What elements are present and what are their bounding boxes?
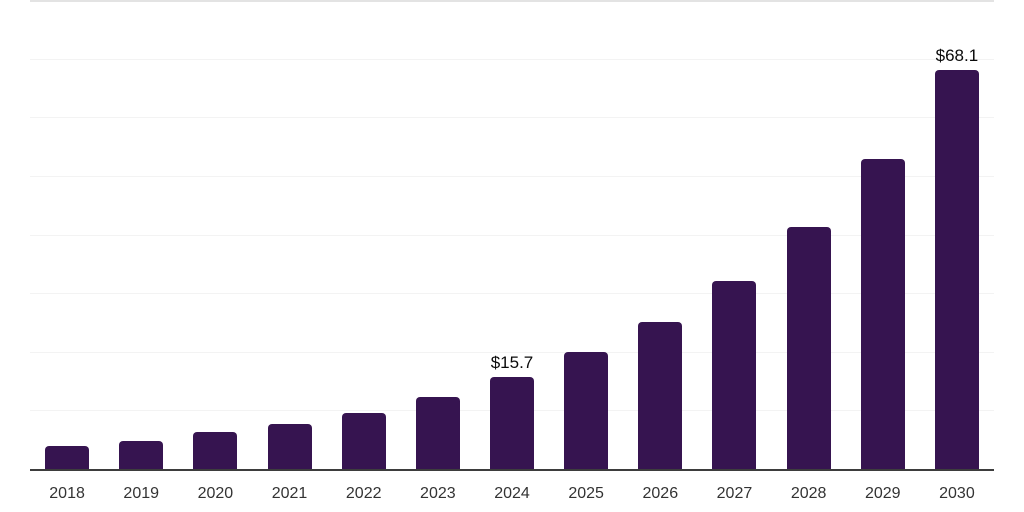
bar-2019 [119, 440, 164, 469]
bar-2030 [934, 69, 979, 469]
bar-2029 [860, 159, 905, 469]
bar-2020 [193, 432, 238, 469]
x-axis-label-2030: 2030 [939, 485, 975, 502]
bar-2021 [267, 424, 312, 469]
gridline [30, 117, 994, 119]
bar-2024 [490, 376, 534, 469]
x-axis-label-2019: 2019 [123, 485, 160, 502]
data-label-2024: $15.7 [490, 352, 534, 372]
bar-2022 [341, 412, 386, 469]
gridline [30, 0, 994, 2]
gridline [30, 351, 994, 353]
gridline [30, 58, 994, 60]
gridline [30, 234, 994, 236]
bar-2028 [786, 227, 831, 469]
bar-2025 [564, 351, 609, 469]
x-axis-label-2022: 2022 [345, 485, 382, 502]
bar-2027 [712, 280, 757, 469]
x-axis-label-2020: 2020 [197, 485, 234, 502]
bar-2023 [415, 397, 460, 469]
x-axis-label-2024: 2024 [494, 485, 530, 502]
x-axis-label-2018: 2018 [49, 485, 85, 502]
x-axis-label-2021: 2021 [271, 485, 308, 502]
data-label-2030: $68.1 [935, 45, 979, 65]
plot-area: $15.7 $68.1 [30, 0, 994, 471]
x-axis-label-2027: 2027 [716, 485, 753, 502]
x-axis-label-2028: 2028 [790, 485, 827, 502]
x-axis-label-2029: 2029 [864, 485, 901, 502]
bar-2026 [638, 321, 683, 469]
x-axis-label-2023: 2023 [420, 485, 456, 502]
x-axis-label-2026: 2026 [642, 485, 679, 502]
x-axis-label-2025: 2025 [568, 485, 604, 502]
gridline [30, 293, 994, 295]
bar-2018 [45, 446, 90, 469]
gridline [30, 175, 994, 177]
